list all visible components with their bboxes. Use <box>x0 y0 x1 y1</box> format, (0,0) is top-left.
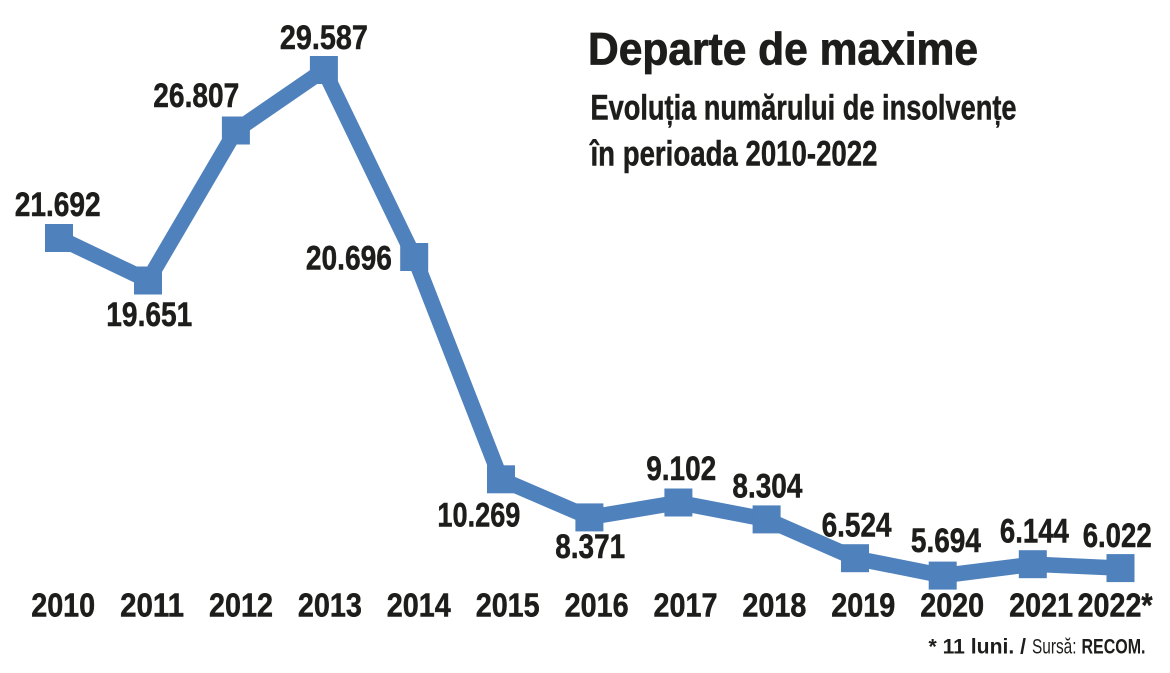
svg-text:2022*: 2022* <box>1078 588 1153 625</box>
svg-text:6.144: 6.144 <box>1000 512 1069 550</box>
svg-text:2015: 2015 <box>476 588 540 625</box>
svg-text:8.304: 8.304 <box>732 467 802 505</box>
svg-text:Departe de maxime: Departe de maxime <box>588 23 978 74</box>
svg-text:în perioada 2010-2022: în perioada 2010-2022 <box>589 135 878 174</box>
svg-text:2012: 2012 <box>209 588 273 625</box>
svg-text:Sursă:: Sursă: <box>1032 636 1077 659</box>
svg-text:26.807: 26.807 <box>153 77 239 115</box>
svg-text:29.587: 29.587 <box>280 19 368 57</box>
svg-text:2018: 2018 <box>742 588 806 625</box>
svg-text:2020: 2020 <box>920 588 984 625</box>
svg-text:9.102: 9.102 <box>646 450 716 488</box>
svg-text:RECOM.: RECOM. <box>1082 636 1146 659</box>
svg-text:5.694: 5.694 <box>911 522 981 560</box>
svg-text:20.696: 20.696 <box>306 239 392 277</box>
svg-text:2010: 2010 <box>31 588 95 625</box>
svg-text:6.524: 6.524 <box>822 507 892 545</box>
svg-text:2021: 2021 <box>1009 588 1073 625</box>
svg-text:8.371: 8.371 <box>555 528 625 566</box>
svg-text:2019: 2019 <box>831 588 895 625</box>
svg-text:2011: 2011 <box>120 588 184 625</box>
svg-text:19.651: 19.651 <box>106 296 192 334</box>
svg-text:Evoluția numărului de insolven: Evoluția numărului de insolvențe <box>591 89 1017 128</box>
svg-text:21.692: 21.692 <box>15 186 101 224</box>
svg-text:2016: 2016 <box>565 588 629 625</box>
svg-text:10.269: 10.269 <box>437 497 520 535</box>
svg-text:2014: 2014 <box>387 588 451 625</box>
svg-text:6.022: 6.022 <box>1083 517 1152 555</box>
svg-text:* 11 luni. /: * 11 luni. / <box>929 636 1027 659</box>
svg-text:2013: 2013 <box>298 588 362 625</box>
svg-text:2017: 2017 <box>654 588 718 625</box>
